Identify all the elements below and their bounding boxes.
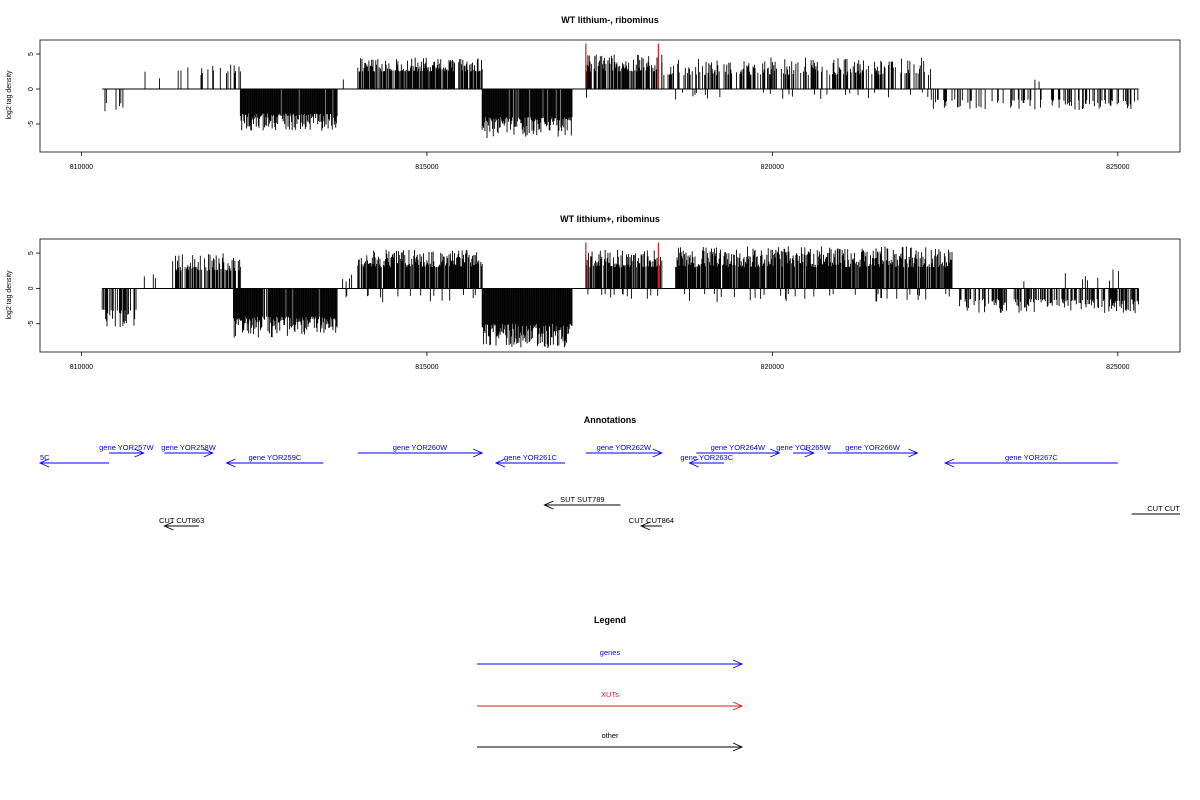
- feature-label: CUT CUT: [1147, 504, 1180, 513]
- annotation-feature: gene YOR260W: [357, 443, 484, 458]
- feature-label: gene YOR265W: [776, 443, 831, 452]
- arrowhead-left-icon: [639, 521, 651, 531]
- arrowhead-left-icon: [225, 458, 236, 468]
- legend: Legend genes XUTs other: [477, 615, 744, 752]
- y-axis-label: log2 tag density: [6, 270, 13, 320]
- legend-item-label: genes: [600, 648, 621, 657]
- bar-group: [104, 54, 1139, 138]
- y-tick-label: -5: [28, 121, 35, 127]
- feature-label: gene YOR257W: [99, 443, 154, 452]
- legend-item: XUTs: [477, 690, 744, 711]
- x-tick-label: 820000: [761, 364, 784, 371]
- feature-label: CUT CUT864: [629, 516, 674, 525]
- track-panel-lithium-plus: WT lithium+, ribominus log2 tag density …: [6, 214, 1181, 371]
- arrowhead-right-icon: [134, 448, 145, 458]
- feature-label: gene YOR258W: [161, 443, 216, 452]
- legend-item: genes: [477, 648, 744, 669]
- panel-title: WT lithium+, ribominus: [560, 214, 660, 224]
- legend-item-label: XUTs: [601, 690, 619, 699]
- legend-item-label: other: [601, 731, 619, 740]
- annotation-feature: gene YOR266W: [827, 443, 919, 458]
- arrowhead-left-icon: [163, 521, 174, 531]
- y-tick-label: -5: [28, 321, 35, 327]
- annotation-feature: SUT SUT789: [543, 495, 621, 510]
- annotations-track: Annotations 5C gene YOR257W gene YOR258W ge…: [38, 415, 1180, 531]
- arrowhead-right-icon: [732, 701, 744, 711]
- arrowhead-right-icon: [652, 448, 663, 458]
- annotation-feature: gene YOR267C: [943, 453, 1118, 468]
- legend-item: other: [477, 731, 744, 752]
- x-tick-label: 815000: [415, 364, 438, 371]
- y-axis-ticks: 5 0 -5: [28, 251, 40, 327]
- arrowhead-left-icon: [943, 458, 955, 468]
- legend-items: genes XUTs other: [477, 648, 744, 752]
- annotations-title: Annotations: [584, 415, 637, 425]
- x-axis-ticks: 810000 815000 820000 825000: [70, 352, 1130, 371]
- feature-label: SUT SUT789: [560, 495, 604, 504]
- highlight-group: [585, 43, 659, 89]
- arrowhead-left-icon: [38, 458, 50, 468]
- annotation-feature: CUT CUT: [1131, 504, 1180, 515]
- feature-label: gene YOR261C: [504, 453, 557, 462]
- y-tick-label: 5: [28, 52, 35, 56]
- track-panel-lithium-minus: WT lithium-, ribominus log2 tag density …: [6, 15, 1181, 171]
- arrowhead-right-icon: [472, 448, 484, 458]
- x-tick-label: 825000: [1106, 364, 1129, 371]
- y-tick-label: 0: [28, 87, 35, 91]
- bar-group: [101, 246, 1139, 349]
- x-tick-label: 810000: [70, 164, 93, 171]
- x-tick-label: 820000: [761, 164, 784, 171]
- panel-title: WT lithium-, ribominus: [561, 15, 659, 25]
- arrowhead-right-icon: [732, 742, 744, 752]
- feature-label: gene YOR266W: [845, 443, 900, 452]
- feature-label: gene YOR264W: [711, 443, 766, 452]
- annotation-feature: CUT CUT864: [629, 516, 674, 531]
- y-axis-ticks: 5 0 -5: [28, 52, 40, 127]
- annotation-feature: 5C: [38, 453, 110, 468]
- arrowhead-left-icon: [494, 458, 506, 468]
- plot-frame: [39, 238, 1181, 353]
- annotation-feature: gene YOR262W: [585, 443, 663, 458]
- annotation-features: 5C gene YOR257W gene YOR258W gene YOR259C ge…: [38, 443, 1180, 531]
- annotation-feature: gene YOR258W: [161, 443, 217, 458]
- annotation-feature: gene YOR263C: [680, 453, 734, 468]
- arrowhead-right-icon: [732, 659, 744, 669]
- feature-label: gene YOR259C: [248, 453, 301, 462]
- arrowhead-right-icon: [770, 448, 781, 458]
- x-tick-label: 810000: [70, 364, 93, 371]
- y-tick-label: 5: [28, 251, 35, 255]
- y-axis-label: log2 tag density: [6, 70, 13, 120]
- annotation-feature: gene YOR264W: [696, 443, 781, 458]
- highlight-group: [585, 242, 659, 289]
- arrowhead-right-icon: [804, 448, 815, 458]
- feature-label: gene YOR267C: [1005, 453, 1058, 462]
- feature-label: 5C: [40, 453, 50, 462]
- x-axis-ticks: 810000 815000 820000 825000: [70, 152, 1130, 171]
- legend-title: Legend: [594, 615, 626, 625]
- arrowhead-left-icon: [688, 458, 699, 468]
- feature-label: gene YOR262W: [597, 443, 652, 452]
- y-tick-label: 0: [28, 286, 35, 290]
- annotation-feature: gene YOR265W: [776, 443, 832, 458]
- annotation-feature: gene YOR259C: [225, 453, 324, 468]
- feature-label: gene YOR263C: [680, 453, 733, 462]
- annotation-feature: gene YOR261C: [494, 453, 566, 468]
- plot-frame: [39, 39, 1181, 153]
- x-tick-label: 825000: [1106, 164, 1129, 171]
- annotation-feature: CUT CUT863: [159, 516, 204, 531]
- x-tick-label: 815000: [415, 164, 438, 171]
- feature-label: gene YOR260W: [393, 443, 448, 452]
- annotation-feature: gene YOR257W: [99, 443, 155, 458]
- arrowhead-left-icon: [543, 500, 554, 510]
- feature-label: CUT CUT863: [159, 516, 204, 525]
- arrowhead-right-icon: [908, 448, 919, 458]
- arrowhead-right-icon: [203, 448, 214, 458]
